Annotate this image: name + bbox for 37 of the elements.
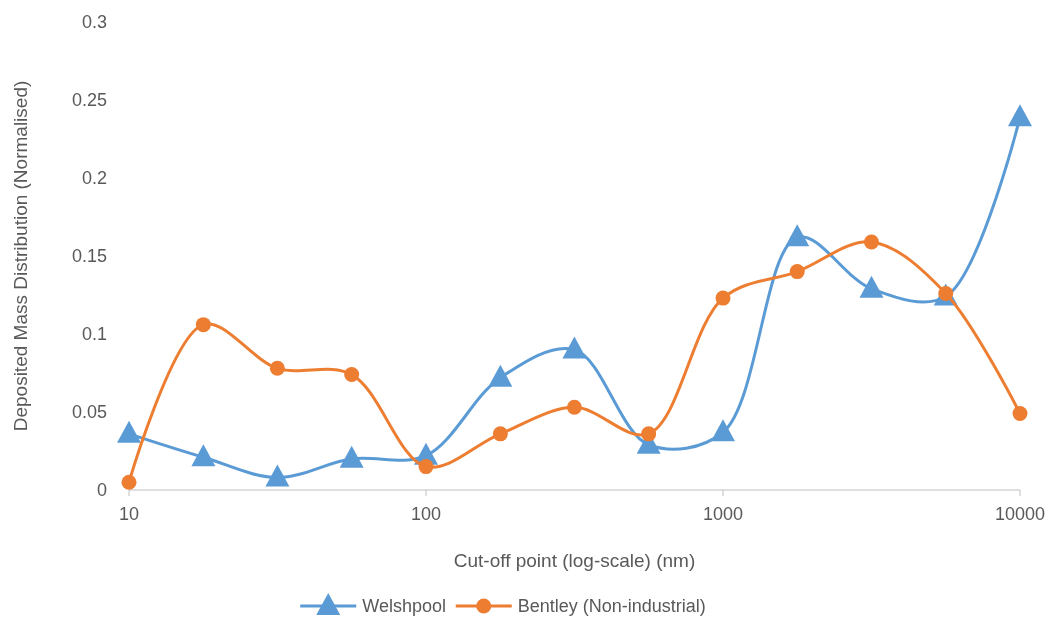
point bbox=[1012, 406, 1028, 422]
point bbox=[566, 399, 582, 415]
y-tick-label: 0.2 bbox=[81, 168, 107, 188]
point bbox=[785, 224, 810, 247]
y-tick-label: 0 bbox=[96, 480, 107, 500]
point bbox=[191, 444, 216, 467]
point bbox=[711, 419, 735, 442]
legend-label: Welshpool bbox=[362, 596, 446, 616]
point bbox=[339, 445, 364, 468]
x-axis-title: Cut-off point (log-scale) (nm) bbox=[453, 550, 696, 571]
point bbox=[1008, 104, 1032, 127]
y-tick-label: 0.1 bbox=[81, 324, 107, 344]
y-tick-label: 0.25 bbox=[71, 90, 107, 110]
y-tick-label: 0.3 bbox=[81, 12, 107, 32]
point bbox=[344, 367, 360, 383]
x-tick-label: 1000 bbox=[702, 504, 744, 524]
legend-label: Bentley (Non-industrial) bbox=[517, 596, 706, 616]
y-tick-label: 0.15 bbox=[71, 246, 107, 266]
y-axis-title: Deposited Mass Distribution (Normalised) bbox=[10, 80, 31, 432]
point bbox=[859, 275, 884, 298]
x-tick-label: 10 bbox=[118, 504, 140, 524]
point bbox=[641, 426, 657, 442]
point bbox=[562, 336, 587, 359]
point bbox=[269, 360, 285, 376]
point bbox=[715, 290, 731, 306]
point bbox=[265, 464, 290, 487]
y-tick-label: 0.05 bbox=[71, 402, 107, 422]
x-tick-label: 100 bbox=[410, 504, 442, 524]
point bbox=[195, 317, 211, 333]
point bbox=[863, 234, 879, 250]
x-tick-label: 10000 bbox=[994, 504, 1046, 524]
point bbox=[418, 459, 434, 475]
point bbox=[492, 426, 508, 442]
point bbox=[117, 420, 141, 443]
point bbox=[121, 474, 137, 490]
point bbox=[488, 364, 513, 387]
point bbox=[789, 264, 805, 280]
